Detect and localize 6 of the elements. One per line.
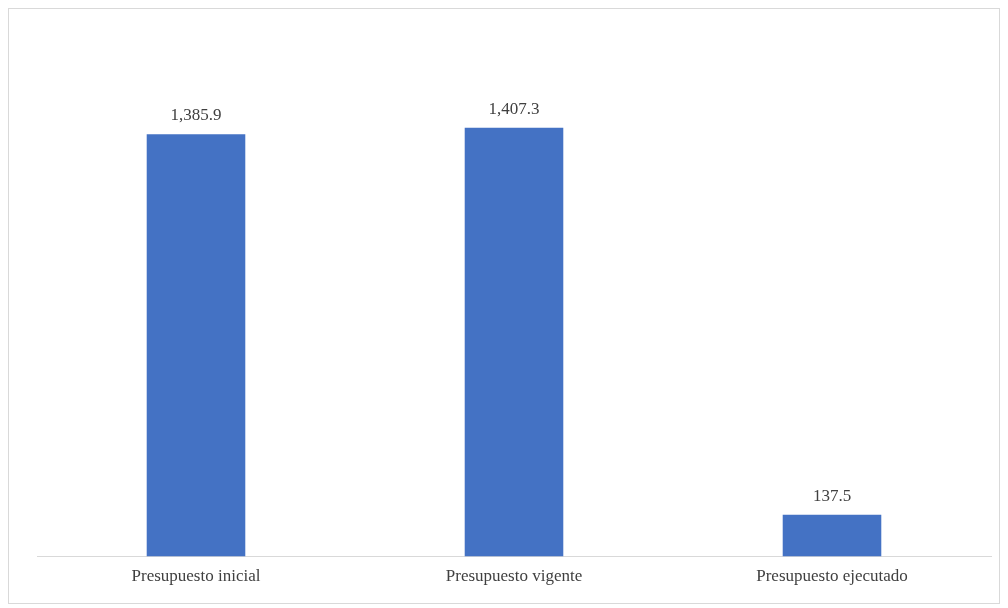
x-tick-label: Presupuesto inicial	[131, 566, 261, 586]
data-label: 1,385.9	[170, 105, 222, 125]
x-tick-label: Presupuesto vigente	[445, 566, 583, 586]
data-label: 1,407.3	[488, 98, 540, 118]
x-tick-label: Presupuesto ejecutado	[756, 566, 908, 586]
data-label: 137.5	[812, 485, 852, 505]
